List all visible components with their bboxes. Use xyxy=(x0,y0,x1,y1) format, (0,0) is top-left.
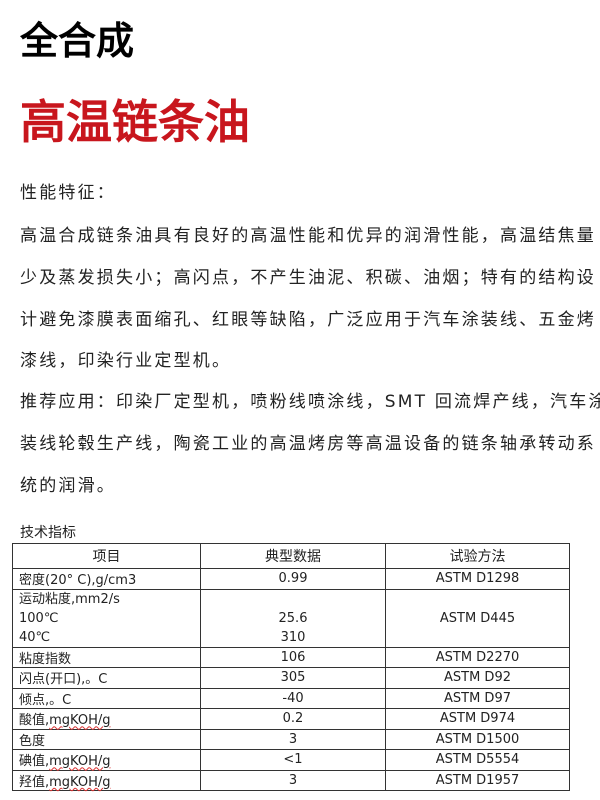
item-unit: mgKOH/g xyxy=(49,754,111,770)
value-40c: 310 xyxy=(280,629,306,645)
item-name: 碘值, xyxy=(19,754,50,770)
applications-line: 装线轮毂生产线，陶瓷工业的高温烤房等高温设备的链条轴承转动系 xyxy=(20,434,596,454)
item-sub: 40℃ xyxy=(19,629,51,645)
cell-item: 色度 xyxy=(12,728,201,750)
features-line: 少及蒸发损失小；高闪点，不产生油泥、积碳、油烟；特有的结构设 xyxy=(20,268,596,288)
cell-item: 倾点,。C xyxy=(12,687,201,709)
table-row: 酸值,mgKOH/g 0.2 ASTM D974 xyxy=(12,708,570,730)
cell-value: 0.2 xyxy=(200,708,386,730)
product-series-title: 全合成 xyxy=(20,19,135,63)
product-name: 高温链条油 xyxy=(20,95,250,149)
cell-method: ASTM D92 xyxy=(385,667,570,689)
item-unit: mgKOH/g xyxy=(49,713,111,729)
cell-method: ASTM D5554 xyxy=(385,749,570,771)
item-sub: 100℃ xyxy=(19,610,59,626)
cell-item: 闪点(开口),。C xyxy=(12,667,201,689)
cell-method: ASTM D1298 xyxy=(385,568,570,590)
cell-method: ASTM D1957 xyxy=(385,769,570,791)
cell-item: 羟值,mgKOH/g xyxy=(12,769,201,791)
table-row: 闪点(开口),。C 305 ASTM D92 xyxy=(12,667,570,689)
cell-method: ASTM D2270 xyxy=(385,646,570,668)
cell-method: ASTM D974 xyxy=(385,708,570,730)
features-line: 计避免漆膜表面缩孔、红眼等缺陷，广泛应用于汽车涂装线、五金烤 xyxy=(20,310,596,330)
cell-value: 305 xyxy=(200,667,386,689)
table-row: 色度 3 ASTM D1500 xyxy=(12,728,570,750)
specs-label: 技术指标 xyxy=(20,525,76,541)
cell-item: 粘度指数 xyxy=(12,646,201,668)
table-header-row: 项目 典型数据 试验方法 xyxy=(12,543,570,569)
features-line: 漆线，印染行业定型机。 xyxy=(20,351,232,371)
specs-table: 项目 典型数据 试验方法 密度(20° C),g/cm3 0.99 ASTM D… xyxy=(12,543,570,791)
cell-value: 3 xyxy=(200,769,386,791)
cell-value: -40 xyxy=(200,687,386,709)
item-name: 酸值, xyxy=(19,713,50,729)
cell-method: ASTM D445 xyxy=(385,588,570,648)
table-row: 密度(20° C),g/cm3 0.99 ASTM D1298 xyxy=(12,568,570,590)
item-unit: mgKOH/g xyxy=(49,774,111,790)
applications-line: 推荐应用：印染厂定型机，喷粉线喷涂线，SMT 回流焊产线，汽车涂 xyxy=(20,392,600,412)
item-label: 运动粘度,mm2/s xyxy=(19,591,120,607)
item-name: 羟值, xyxy=(19,774,50,790)
cell-method: ASTM D1500 xyxy=(385,728,570,750)
cell-value: <1 xyxy=(200,749,386,771)
features-heading: 性能特征： xyxy=(20,183,116,203)
cell-item: 密度(20° C),g/cm3 xyxy=(12,568,201,590)
cell-value: 3 xyxy=(200,728,386,750)
cell-method: ASTM D97 xyxy=(385,687,570,709)
table-row: 倾点,。C -40 ASTM D97 xyxy=(12,687,570,709)
cell-value: 106 xyxy=(200,646,386,668)
table-row: 羟值,mgKOH/g 3 ASTM D1957 xyxy=(12,769,570,791)
cell-item: 碘值,mgKOH/g xyxy=(12,749,201,771)
header-method: 试验方法 xyxy=(385,543,570,569)
cell-item: 运动粘度,mm2/s 100℃ 40℃ xyxy=(12,588,201,648)
table-row: 粘度指数 106 ASTM D2270 xyxy=(12,646,570,668)
header-item: 项目 xyxy=(12,543,201,569)
table-row: 碘值,mgKOH/g <1 ASTM D5554 xyxy=(12,749,570,771)
table-row: 运动粘度,mm2/s 100℃ 40℃ 25.6 310 ASTM D445 xyxy=(12,588,570,648)
cell-item: 酸值,mgKOH/g xyxy=(12,708,201,730)
features-line: 高温合成链条油具有良好的高温性能和优异的润滑性能，高温结焦量 xyxy=(20,226,596,246)
header-value: 典型数据 xyxy=(200,543,386,569)
value-100c: 25.6 xyxy=(278,610,308,626)
cell-value: 25.6 310 xyxy=(200,588,386,648)
cell-value: 0.99 xyxy=(200,568,386,590)
applications-line: 统的润滑。 xyxy=(20,476,116,496)
